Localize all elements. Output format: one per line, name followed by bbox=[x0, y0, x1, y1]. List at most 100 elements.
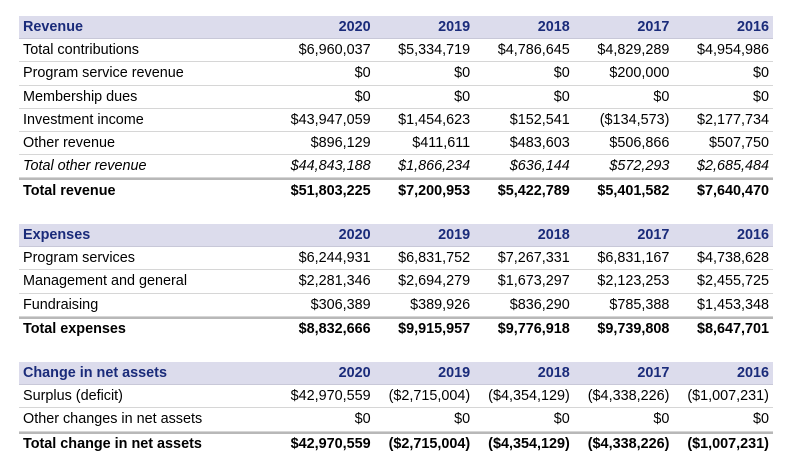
year-header: 2020 bbox=[338, 365, 371, 382]
total-row: Total revenue $51,803,225 $7,200,953 $5,… bbox=[19, 178, 773, 201]
value-cell: $0 bbox=[752, 411, 769, 428]
value-cell: $0 bbox=[752, 65, 769, 82]
value-cell: $2,455,725 bbox=[696, 273, 769, 290]
total-row: Total change in net assets $42,970,559 (… bbox=[19, 431, 773, 455]
table-row: Total contributions $6,960,037 $5,334,71… bbox=[19, 39, 773, 63]
expenses-table: Expenses 2020 2019 2018 2017 2016 Progra… bbox=[19, 224, 773, 340]
table-row: Program service revenue $0 $0 $0 $200,00… bbox=[19, 62, 773, 86]
year-header: 2017 bbox=[637, 365, 670, 382]
year-header: 2017 bbox=[637, 19, 670, 36]
row-label: Program service revenue bbox=[23, 65, 184, 82]
value-cell: $4,954,986 bbox=[696, 42, 769, 59]
value-cell: $1,453,348 bbox=[696, 296, 769, 313]
row-label: Total expenses bbox=[23, 321, 126, 338]
revenue-table: Revenue 2020 2019 2018 2017 2016 Total c… bbox=[19, 16, 773, 202]
value-cell: $6,960,037 bbox=[298, 42, 371, 59]
value-cell: $9,915,957 bbox=[398, 321, 471, 338]
year-header: 2019 bbox=[438, 19, 471, 36]
value-cell: $572,293 bbox=[609, 158, 670, 175]
value-cell: $483,603 bbox=[509, 135, 570, 152]
value-cell: $0 bbox=[653, 411, 670, 428]
value-cell: $6,244,931 bbox=[298, 250, 371, 267]
value-cell: ($4,338,226) bbox=[587, 436, 670, 453]
total-row: Total expenses $8,832,666 $9,915,957 $9,… bbox=[19, 316, 773, 340]
year-header: 2019 bbox=[438, 365, 471, 382]
value-cell: $636,144 bbox=[509, 158, 570, 175]
value-cell: $0 bbox=[354, 88, 371, 105]
table-row: Other revenue $896,129 $411,611 $483,603… bbox=[19, 132, 773, 156]
row-label: Total change in net assets bbox=[23, 436, 202, 453]
value-cell: $4,829,289 bbox=[597, 42, 670, 59]
year-header: 2016 bbox=[736, 365, 769, 382]
table-row: Program services $6,244,931 $6,831,752 $… bbox=[19, 247, 773, 271]
value-cell: $0 bbox=[553, 411, 570, 428]
value-cell: $51,803,225 bbox=[290, 182, 371, 199]
value-cell: $306,389 bbox=[310, 296, 371, 313]
value-cell: $44,843,188 bbox=[290, 158, 371, 175]
value-cell: $507,750 bbox=[708, 135, 769, 152]
subtotal-row: Total other revenue $44,843,188 $1,866,2… bbox=[19, 155, 773, 179]
value-cell: $0 bbox=[553, 65, 570, 82]
table-row: Surplus (deficit) $42,970,559 ($2,715,00… bbox=[19, 385, 773, 409]
value-cell: $5,334,719 bbox=[398, 42, 471, 59]
value-cell: $42,970,559 bbox=[290, 436, 371, 453]
value-cell: $5,401,582 bbox=[597, 182, 670, 199]
year-header: 2018 bbox=[537, 227, 570, 244]
value-cell: $1,673,297 bbox=[497, 273, 570, 290]
value-cell: $896,129 bbox=[310, 135, 371, 152]
row-label: Investment income bbox=[23, 111, 144, 128]
change-section-title: Change in net assets bbox=[23, 365, 167, 382]
value-cell: $7,200,953 bbox=[398, 182, 471, 199]
value-cell: $0 bbox=[752, 88, 769, 105]
value-cell: $785,388 bbox=[609, 296, 670, 313]
value-cell: $0 bbox=[653, 88, 670, 105]
value-cell: $1,866,234 bbox=[398, 158, 471, 175]
row-label: Surplus (deficit) bbox=[23, 388, 123, 405]
value-cell: $7,267,331 bbox=[497, 250, 570, 267]
value-cell: $0 bbox=[454, 88, 471, 105]
table-row: Investment income $43,947,059 $1,454,623… bbox=[19, 109, 773, 132]
table-row: Fundraising $306,389 $389,926 $836,290 $… bbox=[19, 294, 773, 317]
table-row: Membership dues $0 $0 $0 $0 $0 bbox=[19, 86, 773, 109]
value-cell: ($2,715,004) bbox=[388, 388, 471, 405]
value-cell: $7,640,470 bbox=[696, 182, 769, 199]
year-header: 2016 bbox=[736, 227, 769, 244]
value-cell: $0 bbox=[454, 65, 471, 82]
value-cell: $506,866 bbox=[609, 135, 670, 152]
value-cell: $0 bbox=[354, 411, 371, 428]
value-cell: $0 bbox=[354, 65, 371, 82]
value-cell: $411,611 bbox=[412, 135, 471, 152]
value-cell: $4,738,628 bbox=[696, 250, 769, 267]
expenses-section-title: Expenses bbox=[23, 227, 91, 244]
change-in-net-assets-table: Change in net assets 2020 2019 2018 2017… bbox=[19, 362, 773, 455]
change-header-row: Change in net assets 2020 2019 2018 2017… bbox=[19, 362, 773, 386]
row-label: Fundraising bbox=[23, 296, 99, 313]
value-cell: $8,832,666 bbox=[298, 321, 371, 338]
year-header: 2018 bbox=[537, 19, 570, 36]
row-label: Management and general bbox=[23, 273, 188, 290]
value-cell: $43,947,059 bbox=[290, 111, 371, 128]
row-label: Total other revenue bbox=[23, 158, 147, 175]
revenue-section-title: Revenue bbox=[23, 19, 83, 36]
row-label: Program services bbox=[23, 250, 135, 267]
value-cell: $2,694,279 bbox=[398, 273, 471, 290]
year-header: 2020 bbox=[338, 227, 371, 244]
year-header: 2019 bbox=[438, 227, 471, 244]
value-cell: $9,739,808 bbox=[597, 321, 670, 338]
row-label: Membership dues bbox=[23, 88, 138, 105]
revenue-header-row: Revenue 2020 2019 2018 2017 2016 bbox=[19, 16, 773, 40]
row-label: Total revenue bbox=[23, 182, 116, 199]
row-label: Other revenue bbox=[23, 135, 115, 152]
expenses-header-row: Expenses 2020 2019 2018 2017 2016 bbox=[19, 224, 773, 248]
value-cell: $6,831,167 bbox=[597, 250, 670, 267]
value-cell: $1,454,623 bbox=[398, 111, 471, 128]
value-cell: ($4,354,129) bbox=[488, 388, 570, 405]
value-cell: $200,000 bbox=[609, 65, 670, 82]
year-header: 2020 bbox=[338, 19, 371, 36]
value-cell: ($1,007,231) bbox=[687, 388, 769, 405]
value-cell: $2,123,253 bbox=[597, 273, 670, 290]
value-cell: $0 bbox=[454, 411, 471, 428]
row-label: Other changes in net assets bbox=[23, 411, 203, 428]
year-header: 2017 bbox=[637, 227, 670, 244]
table-row: Management and general $2,281,346 $2,694… bbox=[19, 270, 773, 294]
